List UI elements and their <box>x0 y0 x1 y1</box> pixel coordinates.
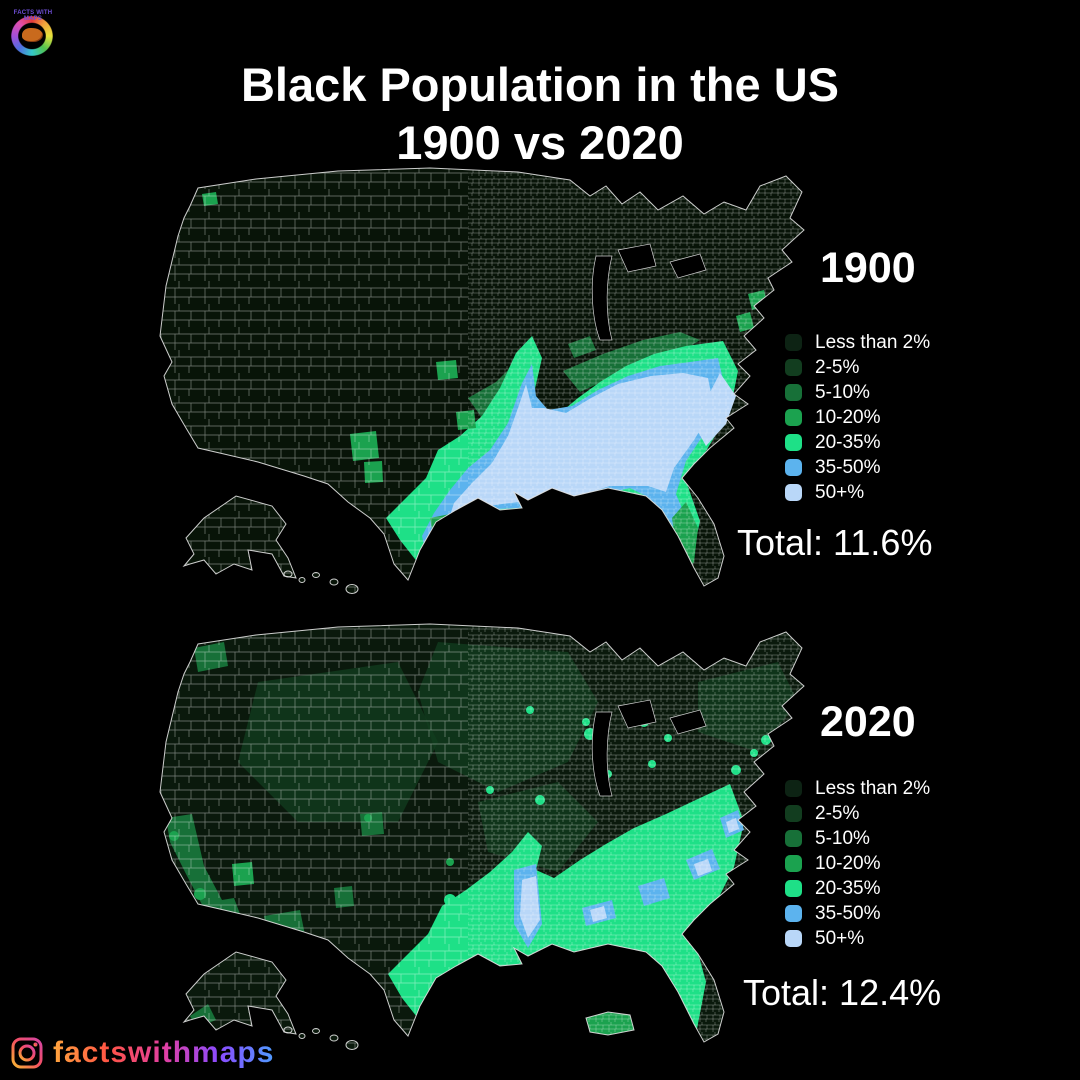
legend-swatch <box>785 905 802 922</box>
legend-row: 35-50% <box>785 455 930 480</box>
legend-label: 10-20% <box>815 406 881 428</box>
legend-row: 5-10% <box>785 826 930 851</box>
total-1900: Total: 11.6% <box>737 522 933 563</box>
legend-swatch <box>785 334 802 351</box>
legend-row: 10-20% <box>785 405 930 430</box>
logo-text-line1: FACTS WITH <box>13 10 53 16</box>
legend-label: 5-10% <box>815 381 870 403</box>
facts-with-maps-logo: FACTS WITH MAPS <box>6 6 60 60</box>
legend-row: 20-35% <box>785 876 930 901</box>
legend-row: Less than 2% <box>785 330 930 355</box>
legend-label: 35-50% <box>815 456 881 478</box>
logo-text: FACTS WITH MAPS <box>6 10 60 22</box>
legend-swatch <box>785 880 802 897</box>
legend-swatch <box>785 359 802 376</box>
legend-label: 5-10% <box>815 827 870 849</box>
legend-label: Less than 2% <box>815 777 931 799</box>
legend-swatch <box>785 805 802 822</box>
legend-label: 2-5% <box>815 356 860 378</box>
logo-text-line2: MAPS <box>23 16 43 22</box>
total-2020: Total: 12.4% <box>743 972 942 1013</box>
legend-swatch <box>785 384 802 401</box>
legend-label: 35-50% <box>815 902 881 924</box>
legend-row: 10-20% <box>785 851 930 876</box>
legend-swatch <box>785 780 802 797</box>
legend-1900: Less than 2% 2-5% 5-10% 10-20% 20-35% 35-50% 5… <box>785 330 930 505</box>
legend-label: 20-35% <box>815 877 881 899</box>
legend-row: 2-5% <box>785 355 930 380</box>
legend-swatch <box>785 855 802 872</box>
legend-row: 50+% <box>785 480 930 505</box>
map-year-label-1900: 1900 <box>820 244 916 292</box>
legend-row: 5-10% <box>785 380 930 405</box>
legend-2020: Less than 2% 2-5% 5-10% 10-20% 20-35% 35-50% 5… <box>785 776 930 951</box>
legend-label: 2-5% <box>815 802 860 824</box>
legend-label: 10-20% <box>815 852 881 874</box>
globe-icon <box>22 28 42 41</box>
legend-label: 50+% <box>815 927 865 949</box>
map-2020-fill-layer <box>160 624 804 1050</box>
us-county-map-1900 <box>159 167 805 594</box>
legend-swatch <box>785 409 802 426</box>
legend-swatch <box>785 830 802 847</box>
legend-swatch <box>785 484 802 501</box>
legend-swatch <box>785 459 802 476</box>
us-county-map-2020 <box>159 623 805 1050</box>
title-line1: Black Population in the US <box>240 58 839 111</box>
legend-label: Less than 2% <box>815 331 931 353</box>
map-year-label-2020: 2020 <box>820 698 916 746</box>
legend-swatch <box>785 434 802 451</box>
page-title: Black Population in the US 1900 vs 2020 <box>0 56 1080 172</box>
legend-swatch <box>785 930 802 947</box>
instagram-icon <box>11 1037 43 1069</box>
instagram-handle[interactable]: factswithmaps <box>10 1036 274 1070</box>
title-line2: 1900 vs 2020 <box>396 116 684 169</box>
legend-row: 35-50% <box>785 901 930 926</box>
legend-row: 20-35% <box>785 430 930 455</box>
legend-row: 50+% <box>785 926 930 951</box>
map-1900-fill-layer <box>160 168 804 594</box>
legend-row: 2-5% <box>785 801 930 826</box>
legend-row: Less than 2% <box>785 776 930 801</box>
instagram-handle-text: factswithmaps <box>53 1036 275 1069</box>
legend-label: 50+% <box>815 481 865 503</box>
legend-label: 20-35% <box>815 431 881 453</box>
